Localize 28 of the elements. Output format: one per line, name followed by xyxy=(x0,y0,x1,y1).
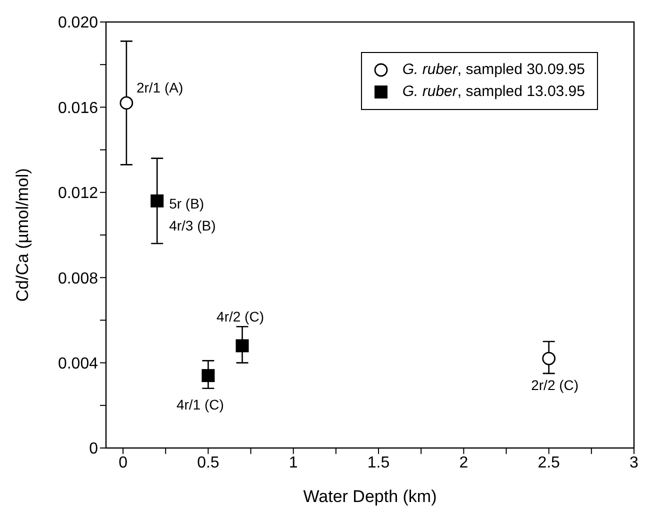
annotation: 2r/1 (A) xyxy=(136,80,184,96)
x-tick-label: 2 xyxy=(459,454,468,472)
point xyxy=(150,194,164,208)
annotation: 4r/1 (C) xyxy=(176,396,224,412)
x-tick-label: 1 xyxy=(288,454,298,472)
annotation: 4r/3 (B) xyxy=(169,218,216,234)
annotation: 4r/2 (C) xyxy=(216,308,264,324)
x-tick-label: 3 xyxy=(630,454,639,472)
legend-label: G. ruber, sampled 13.03.95 xyxy=(402,82,585,102)
y-tick-label: 0.008 xyxy=(58,270,98,288)
x-tick-label: 2.5 xyxy=(538,454,560,472)
y-tick-label: 0 xyxy=(89,440,98,458)
point xyxy=(120,96,134,110)
annotation: 2r/2 (C) xyxy=(531,377,579,394)
point xyxy=(236,339,249,352)
y-tick-label: 0.004 xyxy=(58,355,98,372)
y-tick-label: 0.012 xyxy=(58,185,98,202)
x-tick-label: 1.5 xyxy=(367,454,390,472)
x-axis-title: Water Depth (km) xyxy=(303,487,437,506)
annotation: 5r (B) xyxy=(169,196,204,212)
x-tick-label: 0.5 xyxy=(197,454,220,472)
point xyxy=(542,352,556,366)
y-tick-label: 0.020 xyxy=(58,14,98,32)
legend-label: G. ruber, sampled 30.09.95 xyxy=(402,60,585,80)
x-tick-label: 0 xyxy=(118,454,128,472)
point xyxy=(202,369,215,382)
y-tick-label: 0.016 xyxy=(58,100,98,117)
y-axis-title: Cd/Ca (µmol/mol) xyxy=(13,168,32,302)
